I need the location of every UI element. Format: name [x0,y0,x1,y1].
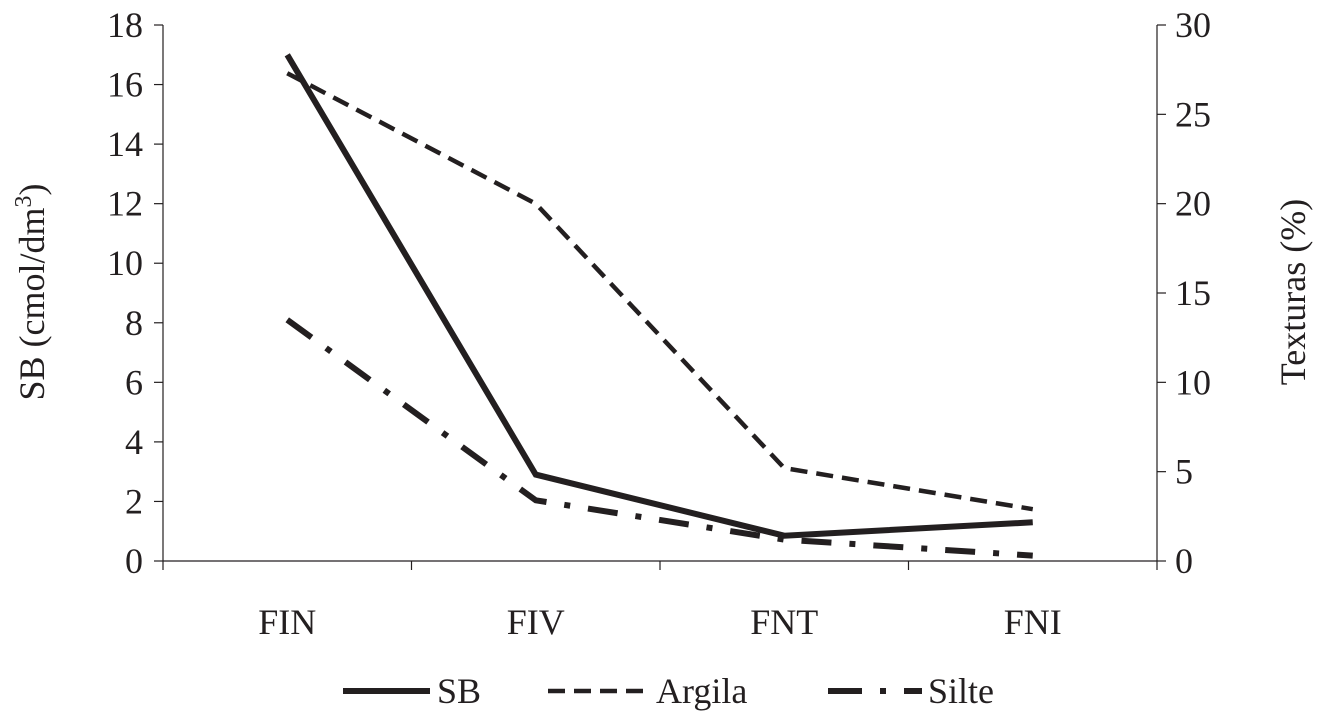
x-tick-label-fnt: FNT [750,602,818,642]
series-line-sb [284,53,1033,539]
y-left-axis-title: SB (cmol/dm3) [11,183,52,400]
y-right-tick-label: 20 [1175,184,1211,224]
y-left-tick-label: 0 [125,541,143,581]
y-left-tick-label: 8 [125,303,143,343]
y-right-tick-label: 30 [1175,5,1211,45]
legend-label-argila: Argila [656,671,747,711]
series-line-argila [286,71,1034,512]
y-left-tick-label: 16 [107,65,143,105]
legend: SB Argila Silte [343,671,994,711]
axes [162,25,1158,562]
y-right-tick-label: 10 [1175,362,1211,402]
x-ticks: FIN FIV FNT FNI [162,561,1158,642]
y-left-tick-label: 2 [125,481,143,521]
y-left-tick-label: 12 [107,184,143,224]
y-right-ticks: 0 5 10 15 20 25 30 [1157,5,1211,581]
x-tick-label-fni: FNI [1004,602,1062,642]
y-right-tick-label: 0 [1175,541,1193,581]
y-right-tick-label: 25 [1175,94,1211,134]
y-left-tick-label: 10 [107,243,143,283]
y-left-tick-label: 6 [125,362,143,402]
series-line-silte [285,317,1033,559]
y-left-ticks: 0 2 4 6 8 10 12 14 16 18 [107,5,163,581]
y-left-tick-label: 4 [125,422,143,462]
y-right-tick-label: 15 [1175,273,1211,313]
y-left-tick-label: 14 [107,124,143,164]
legend-label-silte: Silte [928,671,994,711]
x-tick-label-fin: FIN [258,602,316,642]
y-right-tick-label: 5 [1175,452,1193,492]
y-right-axis-title: Texturas (%) [1273,199,1313,385]
y-left-tick-label: 18 [107,5,143,45]
series-layer [284,53,1034,559]
legend-label-sb: SB [437,671,481,711]
x-tick-label-fiv: FIV [507,602,565,642]
